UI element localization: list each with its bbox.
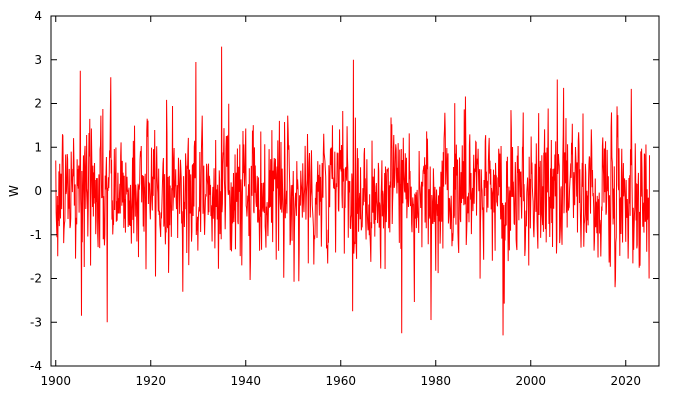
y-tick-label: -2: [30, 272, 42, 286]
y-tick-label: 3: [34, 53, 42, 67]
series-layer: [55, 46, 650, 336]
y-tick-label: -4: [30, 359, 42, 373]
x-tick-label: 1960: [325, 374, 356, 388]
y-tick-label: 4: [34, 9, 42, 23]
y-tick-label: -1: [30, 228, 42, 242]
ticks-layer: 1900 1920 1940 1960 1980 2000 2020 -4 -3 -2 -1 0 1 2 3…: [30, 9, 659, 388]
y-tick-label: 2: [34, 97, 42, 111]
y-tick-label: 1: [34, 140, 42, 154]
x-tick-label: 1900: [40, 374, 71, 388]
series-line: [55, 46, 650, 336]
x-tick-label: 2020: [610, 374, 641, 388]
x-tick-label: 1920: [135, 374, 166, 388]
x-tick-label: 1940: [230, 374, 261, 388]
x-tick-label: 2000: [515, 374, 546, 388]
y-tick-label: -3: [30, 315, 42, 329]
x-tick-label: 1980: [420, 374, 451, 388]
y-tick-label: 0: [34, 184, 42, 198]
y-axis-label: W: [7, 185, 21, 197]
